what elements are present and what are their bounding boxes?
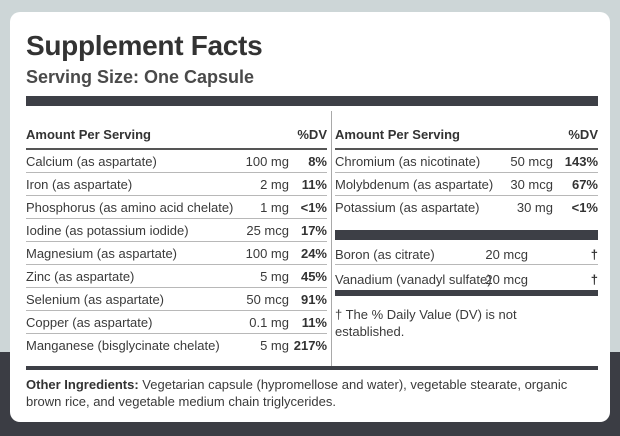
- nutrient-name: Vanadium (vanadyl sulfate): [335, 272, 492, 287]
- nutrient-amount: 50 mcg: [246, 292, 289, 307]
- nutrient-amount: 2 mg: [260, 177, 289, 192]
- table-row: Phosphorus (as amino acid chelate) 1 mg …: [26, 196, 327, 219]
- table-row: Iodine (as potassium iodide) 25 mcg 17%: [26, 219, 327, 242]
- nutrient-amount: 20 mcg: [485, 247, 528, 262]
- serving-size: Serving Size: One Capsule: [26, 67, 255, 87]
- nutrient-name: Magnesium (as aspartate): [26, 246, 178, 261]
- page-title: Supplement Facts: [26, 30, 263, 61]
- nutrient-name: Calcium (as aspartate): [26, 154, 157, 169]
- table-row: Vanadium (vanadyl sulfate) 20 mcg †: [335, 265, 598, 290]
- nutrient-amount: 5 mg: [260, 338, 289, 353]
- no-dv-nutrient-table: Boron (as citrate) 20 mcg † Vanadium (va…: [335, 240, 598, 290]
- table-row: Selenium (as aspartate) 50 mcg 91%: [26, 288, 327, 311]
- nutrient-name: Manganese (bisglycinate chelate): [26, 338, 220, 353]
- other-ingredients-label: Other Ingredients:: [26, 377, 139, 392]
- table-row: Calcium (as aspartate) 100 mg 8%: [26, 150, 327, 173]
- dv-header: %DV: [568, 127, 598, 142]
- nutrient-dv: 8%: [308, 154, 327, 169]
- nutrient-dv: 45%: [300, 269, 327, 284]
- nutrient-amount: 100 mg: [245, 154, 289, 169]
- nutrient-dv: 11%: [301, 177, 327, 192]
- amount-per-serving-header: Amount Per Serving: [335, 127, 460, 142]
- nutrient-dv: 11%: [301, 315, 327, 330]
- nutrient-name: Molybdenum (as aspartate): [335, 177, 494, 192]
- right-table-header: Amount Per Serving %DV: [335, 106, 598, 150]
- nutrient-amount: 0.1 mg: [249, 315, 289, 330]
- nutrient-dv: <1%: [300, 200, 327, 215]
- nutrient-dv: 217%: [293, 338, 327, 353]
- left-nutrient-table: Amount Per Serving %DV Calcium (as aspar…: [26, 106, 327, 357]
- nutrient-amount: 30 mcg: [510, 177, 553, 192]
- nutrient-dv: 67%: [571, 177, 598, 192]
- other-ingredients: Other Ingredients: Vegetarian capsule (h…: [26, 376, 598, 410]
- nutrient-dv: 143%: [564, 154, 598, 169]
- nutrient-amount: 5 mg: [260, 269, 289, 284]
- nutrient-name: Potassium (as aspartate): [335, 200, 480, 215]
- table-row: Magnesium (as aspartate) 100 mg 24%: [26, 242, 327, 265]
- table-row: Chromium (as nicotinate) 50 mcg 143%: [335, 150, 598, 173]
- nutrient-amount: 20 mcg: [485, 272, 528, 287]
- nutrient-dv: <1%: [571, 200, 598, 215]
- nutrient-amount: 1 mg: [260, 200, 289, 215]
- table-row: Boron (as citrate) 20 mcg †: [335, 240, 598, 265]
- table-row: Zinc (as aspartate) 5 mg 45%: [26, 265, 327, 288]
- footnote-divider: [335, 290, 598, 296]
- nutrient-amount: 25 mcg: [246, 223, 289, 238]
- table-row: Copper (as aspartate) 0.1 mg 11%: [26, 311, 327, 334]
- bottom-divider: [26, 366, 598, 370]
- dagger-mark: †: [590, 272, 598, 287]
- dv-footnote: † The % Daily Value (DV) is not establis…: [335, 307, 517, 339]
- nutrient-name: Copper (as aspartate): [26, 315, 153, 330]
- nutrient-name: Iron (as aspartate): [26, 177, 133, 192]
- nutrient-name: Boron (as citrate): [335, 247, 435, 262]
- nutrient-amount: 50 mcg: [510, 154, 553, 169]
- table-row: Iron (as aspartate) 2 mg 11%: [26, 173, 327, 196]
- no-dv-divider: [335, 230, 598, 240]
- supplement-facts-panel: Supplement Facts Serving Size: One Capsu…: [10, 12, 610, 422]
- nutrient-amount: 30 mg: [516, 200, 553, 215]
- right-nutrient-table: Amount Per Serving %DV Chromium (as nico…: [335, 106, 598, 219]
- nutrient-dv: 17%: [300, 223, 327, 238]
- dagger-mark: †: [590, 247, 598, 262]
- table-row: Potassium (as aspartate) 30 mg <1%: [335, 196, 598, 219]
- nutrient-name: Phosphorus (as amino acid chelate): [26, 200, 234, 215]
- left-table-header: Amount Per Serving %DV: [26, 106, 327, 150]
- nutrient-amount: 100 mg: [245, 246, 289, 261]
- nutrient-name: Iodine (as potassium iodide): [26, 223, 189, 238]
- table-row: Manganese (bisglycinate chelate) 5 mg 21…: [26, 334, 327, 357]
- column-divider: [331, 111, 332, 366]
- nutrient-dv: 24%: [300, 246, 327, 261]
- nutrient-name: Chromium (as nicotinate): [335, 154, 481, 169]
- amount-per-serving-header: Amount Per Serving: [26, 127, 151, 142]
- other-ingredients-text: Vegetarian capsule (hypromellose and wat…: [26, 377, 568, 409]
- nutrient-name: Selenium (as aspartate): [26, 292, 165, 307]
- dv-header: %DV: [297, 127, 327, 142]
- nutrient-name: Zinc (as aspartate): [26, 269, 135, 284]
- nutrient-dv: 91%: [300, 292, 327, 307]
- top-divider: [26, 96, 598, 106]
- table-row: Molybdenum (as aspartate) 30 mcg 67%: [335, 173, 598, 196]
